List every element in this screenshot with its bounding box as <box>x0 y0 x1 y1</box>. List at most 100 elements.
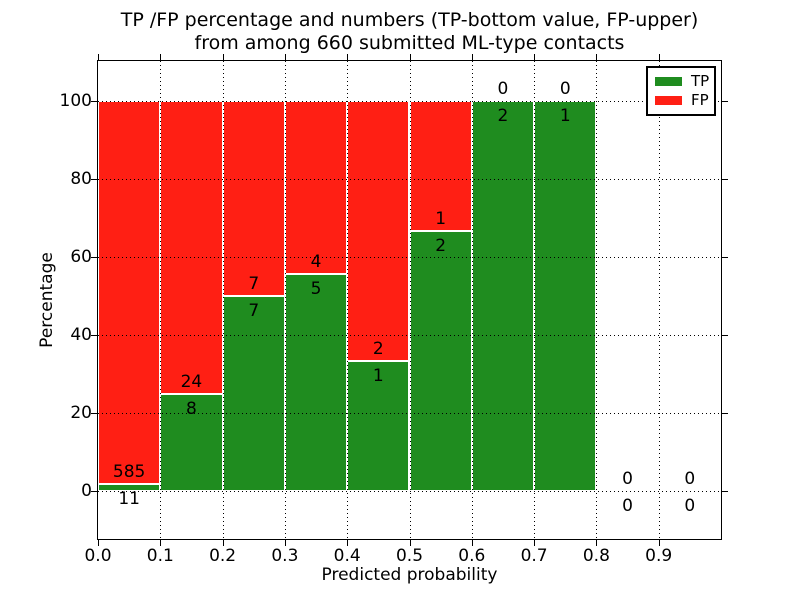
x-axis-tick-top <box>409 54 411 60</box>
x-tick-label: 0.2 <box>209 546 237 566</box>
bar-segment-fp <box>347 101 410 362</box>
gridline-vertical <box>409 61 411 539</box>
tp-count-label: 11 <box>118 488 140 509</box>
x-axis-tick-top <box>534 54 536 60</box>
fp-count-label: 585 <box>112 461 146 482</box>
fp-count-label: 4 <box>310 252 322 273</box>
fp-count-label: 24 <box>180 371 203 392</box>
y-axis-tick-left <box>91 257 97 259</box>
y-axis-tick-right <box>722 335 728 337</box>
y-tick-label: 80 <box>70 169 92 190</box>
bar-segment-fp <box>160 101 223 394</box>
bar-segment-tp <box>409 231 472 492</box>
x-axis-tick-bottom <box>471 540 473 546</box>
fp-count-label: 0 <box>684 469 696 490</box>
gridline-vertical <box>658 61 660 539</box>
gridline-vertical <box>596 61 598 539</box>
chart-title-line1: TP /FP percentage and numbers (TP-bottom… <box>120 9 699 31</box>
y-axis-tick-left <box>91 491 97 493</box>
tp-count-label: 0 <box>622 496 633 517</box>
fp-count-label: 0 <box>497 79 509 100</box>
y-axis-tick-left <box>91 179 97 181</box>
y-axis-tick-left <box>91 413 97 415</box>
y-tick-label: 0 <box>81 481 92 502</box>
tp-count-label: 1 <box>559 106 571 127</box>
x-axis-tick-bottom <box>347 540 349 546</box>
tp-count-label: 7 <box>248 301 260 322</box>
fp-count-label: 0 <box>559 79 571 100</box>
tp-count-label: 2 <box>497 106 509 127</box>
x-tick-label: 0.5 <box>395 546 424 566</box>
x-axis-tick-bottom <box>222 540 224 546</box>
y-tick-label: 100 <box>59 91 92 112</box>
x-axis-tick-top <box>284 54 286 60</box>
x-axis-label: Predicted probability <box>321 565 498 585</box>
x-axis-tick-top <box>658 54 660 60</box>
fp-legend-swatch <box>655 96 682 105</box>
gridline-vertical <box>284 61 286 539</box>
chart-title: TP /FP percentage and numbers (TP-bottom… <box>98 9 721 55</box>
chart-title-line2: from among 660 submitted ML-type contact… <box>194 32 625 54</box>
x-axis-tick-bottom <box>160 540 162 546</box>
fp-count-label: 0 <box>622 469 633 490</box>
legend: TP FP <box>646 66 716 116</box>
x-tick-label: 0.6 <box>458 546 486 566</box>
tp-count-label: 1 <box>372 366 384 387</box>
y-tick-label: 20 <box>70 403 92 424</box>
plot-area <box>97 60 722 540</box>
bar-segment-tp <box>471 101 535 492</box>
gridline-vertical <box>534 61 536 539</box>
x-axis-tick-bottom <box>409 540 411 546</box>
x-tick-label: 0.8 <box>582 546 610 566</box>
gridline-vertical <box>222 61 224 539</box>
x-axis-tick-top <box>98 54 99 60</box>
y-axis-tick-right <box>722 491 728 493</box>
y-tick-label: 40 <box>70 325 92 346</box>
tp-legend-swatch <box>655 77 682 86</box>
x-axis-tick-bottom <box>284 540 286 546</box>
fp-count-label: 1 <box>435 209 447 230</box>
gridline-vertical <box>347 61 349 539</box>
fp-count-label: 7 <box>248 274 260 295</box>
bar-segment-tp <box>222 296 285 492</box>
legend-entry: TP <box>655 72 714 91</box>
x-tick-label: 0.4 <box>333 546 361 566</box>
bar-segment-tp <box>284 274 348 492</box>
bar-segment-fp <box>98 101 161 484</box>
x-axis-tick-bottom <box>534 540 536 546</box>
x-axis-tick-bottom <box>658 540 660 546</box>
y-axis-tick-right <box>722 101 728 103</box>
legend-entry: FP <box>655 91 714 110</box>
y-axis-tick-right <box>722 257 728 259</box>
x-axis-tick-top <box>471 54 473 60</box>
y-axis-tick-right <box>722 179 728 181</box>
x-axis-tick-top <box>347 54 349 60</box>
x-axis-tick-top <box>596 54 598 60</box>
gridline-vertical <box>471 61 473 539</box>
x-axis-tick-top <box>222 54 224 60</box>
x-tick-label: 0.3 <box>271 546 299 566</box>
x-tick-label: 0.9 <box>645 546 673 566</box>
gridline-vertical <box>160 61 162 539</box>
bar-segment-tp <box>534 101 597 492</box>
bar-segment-tp <box>160 393 223 492</box>
x-tick-label: 0.1 <box>146 546 174 566</box>
legend-label: FP <box>691 91 709 109</box>
bar-segment-fp <box>222 101 285 297</box>
x-axis-tick-bottom <box>596 540 598 546</box>
bar-segment-tp <box>98 483 161 492</box>
legend-label: TP <box>691 72 710 90</box>
x-tick-label: 0.0 <box>84 546 112 566</box>
x-tick-label: 0.7 <box>520 546 548 566</box>
tp-count-label: 0 <box>684 496 696 517</box>
fp-count-label: 2 <box>372 339 384 360</box>
y-tick-label: 60 <box>70 247 92 268</box>
tp-count-label: 8 <box>186 398 197 419</box>
x-axis-tick-top <box>160 54 162 60</box>
tp-count-label: 2 <box>435 236 447 257</box>
y-axis-tick-left <box>91 335 97 337</box>
y-axis-tick-right <box>722 413 728 415</box>
tp-count-label: 5 <box>310 279 322 300</box>
x-axis-tick-bottom <box>98 540 99 546</box>
